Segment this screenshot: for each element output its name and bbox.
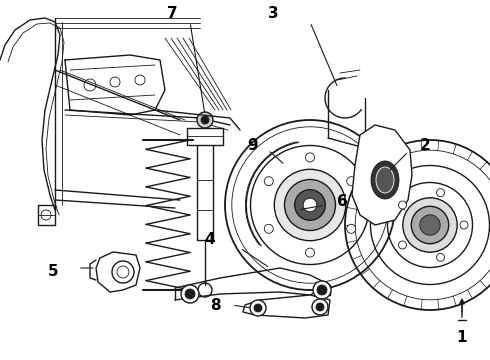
Ellipse shape: [371, 161, 399, 199]
Circle shape: [347, 177, 356, 186]
Circle shape: [250, 300, 266, 316]
Circle shape: [437, 253, 444, 261]
Circle shape: [313, 281, 331, 299]
Circle shape: [185, 289, 195, 299]
Circle shape: [398, 241, 407, 249]
Polygon shape: [352, 125, 412, 225]
Circle shape: [305, 153, 315, 162]
Circle shape: [312, 299, 328, 315]
Circle shape: [264, 177, 273, 186]
Polygon shape: [243, 295, 330, 318]
Circle shape: [285, 180, 336, 230]
Circle shape: [197, 112, 213, 128]
Text: 6: 6: [337, 194, 347, 210]
Circle shape: [181, 285, 199, 303]
Circle shape: [254, 304, 262, 312]
Circle shape: [347, 224, 356, 233]
Text: 2: 2: [419, 138, 430, 153]
Text: 3: 3: [268, 6, 278, 22]
Circle shape: [460, 221, 468, 229]
Circle shape: [411, 206, 449, 244]
Text: 4: 4: [205, 233, 215, 248]
Circle shape: [264, 224, 273, 233]
Circle shape: [403, 198, 457, 252]
Circle shape: [437, 189, 444, 197]
Circle shape: [201, 116, 209, 124]
Circle shape: [317, 285, 327, 295]
Polygon shape: [96, 252, 140, 292]
Text: 8: 8: [210, 297, 220, 312]
Ellipse shape: [376, 167, 394, 193]
Text: 7: 7: [167, 6, 177, 22]
Circle shape: [274, 169, 346, 241]
Circle shape: [112, 261, 134, 283]
Text: 9: 9: [247, 138, 258, 153]
Circle shape: [398, 201, 407, 209]
Text: 5: 5: [48, 265, 58, 279]
Circle shape: [305, 248, 315, 257]
Circle shape: [303, 198, 317, 212]
Circle shape: [316, 303, 324, 311]
Circle shape: [294, 190, 325, 220]
Circle shape: [420, 215, 440, 235]
Text: 1: 1: [457, 330, 467, 346]
